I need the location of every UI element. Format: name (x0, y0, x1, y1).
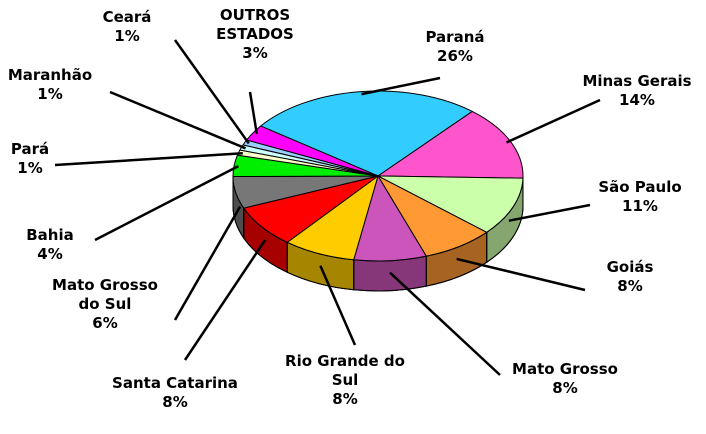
value-label: 8% (162, 393, 188, 411)
leader-line (508, 203, 591, 222)
leader-line (94, 164, 239, 242)
category-label: Bahia (26, 226, 74, 244)
slice-label: Santa Catarina 8% (100, 374, 250, 412)
slice (377, 175, 524, 233)
value-label: 8% (617, 277, 643, 295)
value-label: 3% (242, 44, 268, 62)
value-label: 8% (332, 390, 358, 408)
leader-line (109, 90, 247, 150)
leader-line (183, 239, 267, 361)
slice-label: Minas Gerais 14% (567, 72, 706, 110)
category-label: Santa Catarina (112, 374, 238, 392)
value-label: 6% (92, 314, 118, 332)
value-label: 4% (37, 245, 63, 263)
category-label: Paraná (425, 28, 485, 46)
slice-label: Mato Grosso 8% (495, 360, 635, 398)
slice (259, 90, 474, 177)
value-label: 11% (622, 197, 658, 215)
leader-line (505, 98, 601, 144)
category-label: Mato Grosso do Sul (52, 276, 158, 313)
value-label: 8% (552, 379, 578, 397)
category-label: Goiás (606, 258, 654, 276)
category-label: Mato Grosso (512, 360, 618, 378)
value-label: 26% (437, 47, 473, 65)
category-label: Maranhão (7, 66, 93, 84)
leader-line (248, 91, 259, 135)
slice-label: OUTROS ESTADOS 3% (200, 6, 310, 63)
value-label: 1% (37, 85, 63, 103)
slice-label: Goiás 8% (590, 258, 670, 296)
slice-label: Paraná 26% (395, 28, 515, 66)
slice-label: São Paulo 11% (580, 178, 700, 216)
category-label: Ceará (102, 8, 152, 26)
slice-label: Ceará 1% (92, 8, 162, 46)
category-label: OUTROS ESTADOS (216, 6, 294, 43)
leader-line (173, 39, 250, 145)
slice-label: Pará 1% (0, 140, 60, 178)
category-label: Minas Gerais (582, 72, 692, 90)
category-label: São Paulo (598, 178, 682, 196)
leader-line (54, 152, 243, 167)
slice-label: Bahia 4% (10, 226, 90, 264)
category-label: Rio Grande do Sul (285, 352, 405, 389)
leader-line (361, 76, 441, 96)
value-label: 1% (114, 27, 140, 45)
slice-label: Maranhão 1% (0, 66, 100, 104)
value-label: 14% (619, 91, 655, 109)
slice-label: Rio Grande do Sul 8% (275, 352, 415, 409)
leader-line (319, 265, 357, 346)
leader-line (173, 206, 242, 321)
leader-line (389, 271, 501, 376)
value-label: 1% (17, 159, 43, 177)
slice-label: Mato Grosso do Sul 6% (40, 276, 170, 333)
leader-line (456, 257, 586, 292)
category-label: Pará (10, 140, 50, 158)
